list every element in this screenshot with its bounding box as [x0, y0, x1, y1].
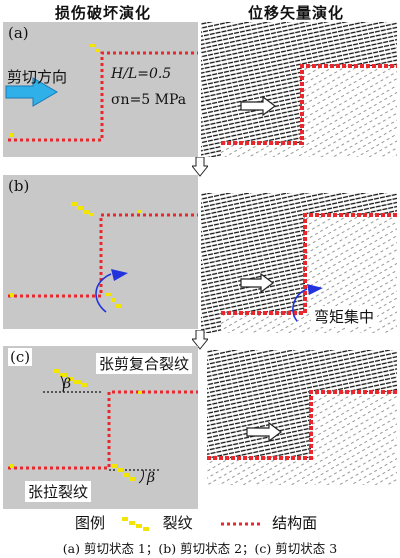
transition-arrow-icon	[192, 157, 208, 177]
hl-ratio-label: H/L=0.5	[111, 66, 172, 82]
vector-field-c	[207, 350, 397, 485]
panel-c-label: (c)	[8, 348, 33, 366]
beta-angle-top: β	[63, 376, 72, 392]
displacement-vector-header: 位移矢量演化	[248, 4, 345, 22]
legend-crack: 裂纹	[162, 514, 193, 532]
rotation-arc-icon	[95, 273, 112, 313]
displacement-arrow-icon	[246, 421, 282, 443]
legend-structural-plane: 结构面	[272, 514, 318, 532]
structural-plane-b	[8, 213, 198, 298]
legend: 图例 裂纹 结构面	[75, 512, 317, 533]
cracks-c	[10, 369, 142, 481]
shear-direction-arrow-icon	[5, 77, 58, 107]
structural-plane-a-vec	[221, 64, 397, 145]
rotation-arc-icon	[292, 288, 308, 322]
displacement-arrow-icon	[240, 272, 274, 294]
moment-concentration-label: 弯矩集中	[311, 306, 378, 327]
legend-title: 图例	[75, 514, 106, 532]
structural-plane-c	[8, 390, 198, 470]
displacement-arrow-icon	[240, 95, 276, 117]
structural-plane-a	[8, 51, 198, 142]
panel-a-vectors	[201, 22, 397, 157]
rotation-arrowhead-icon	[307, 284, 323, 295]
panel-b-vectors: 弯矩集中	[201, 193, 397, 333]
panel-b-damage: (b)	[3, 175, 198, 329]
beta-angle-bottom: β	[147, 470, 156, 486]
shear-direction-label: 剪切方向	[7, 68, 68, 86]
normal-stress-label: σn=5 MPa	[111, 92, 187, 108]
panel-b-label: (b)	[8, 177, 30, 195]
tension-shear-crack-label: 张剪复合裂纹	[96, 353, 193, 374]
structural-plane-b-vec	[221, 213, 397, 315]
structural-plane-swatch-icon	[221, 522, 262, 526]
transition-arrow-icon	[192, 330, 208, 350]
cracks-b	[10, 202, 142, 308]
cracks-a	[10, 44, 99, 137]
tension-crack-label: 张拉裂纹	[25, 481, 92, 502]
panel-c-damage: (c) 张剪复合裂纹 β 张拉裂纹 β	[3, 346, 198, 509]
structural-plane-c-vec	[207, 390, 397, 460]
vector-field-a	[201, 22, 397, 157]
panel-c-vectors	[207, 350, 397, 485]
panel-a-label: (a)	[8, 24, 29, 42]
damage-evolution-header: 损伤破坏演化	[55, 4, 152, 22]
rotation-arrowhead-icon	[111, 269, 128, 281]
crack-swatch-icon	[121, 517, 149, 531]
figure-caption: (a) 剪切状态 1；(b) 剪切状态 2；(c) 剪切状态 3	[62, 541, 338, 556]
panel-a-damage: (a) 剪切方向 H/L=0.5 σn=5 MPa	[3, 22, 198, 157]
